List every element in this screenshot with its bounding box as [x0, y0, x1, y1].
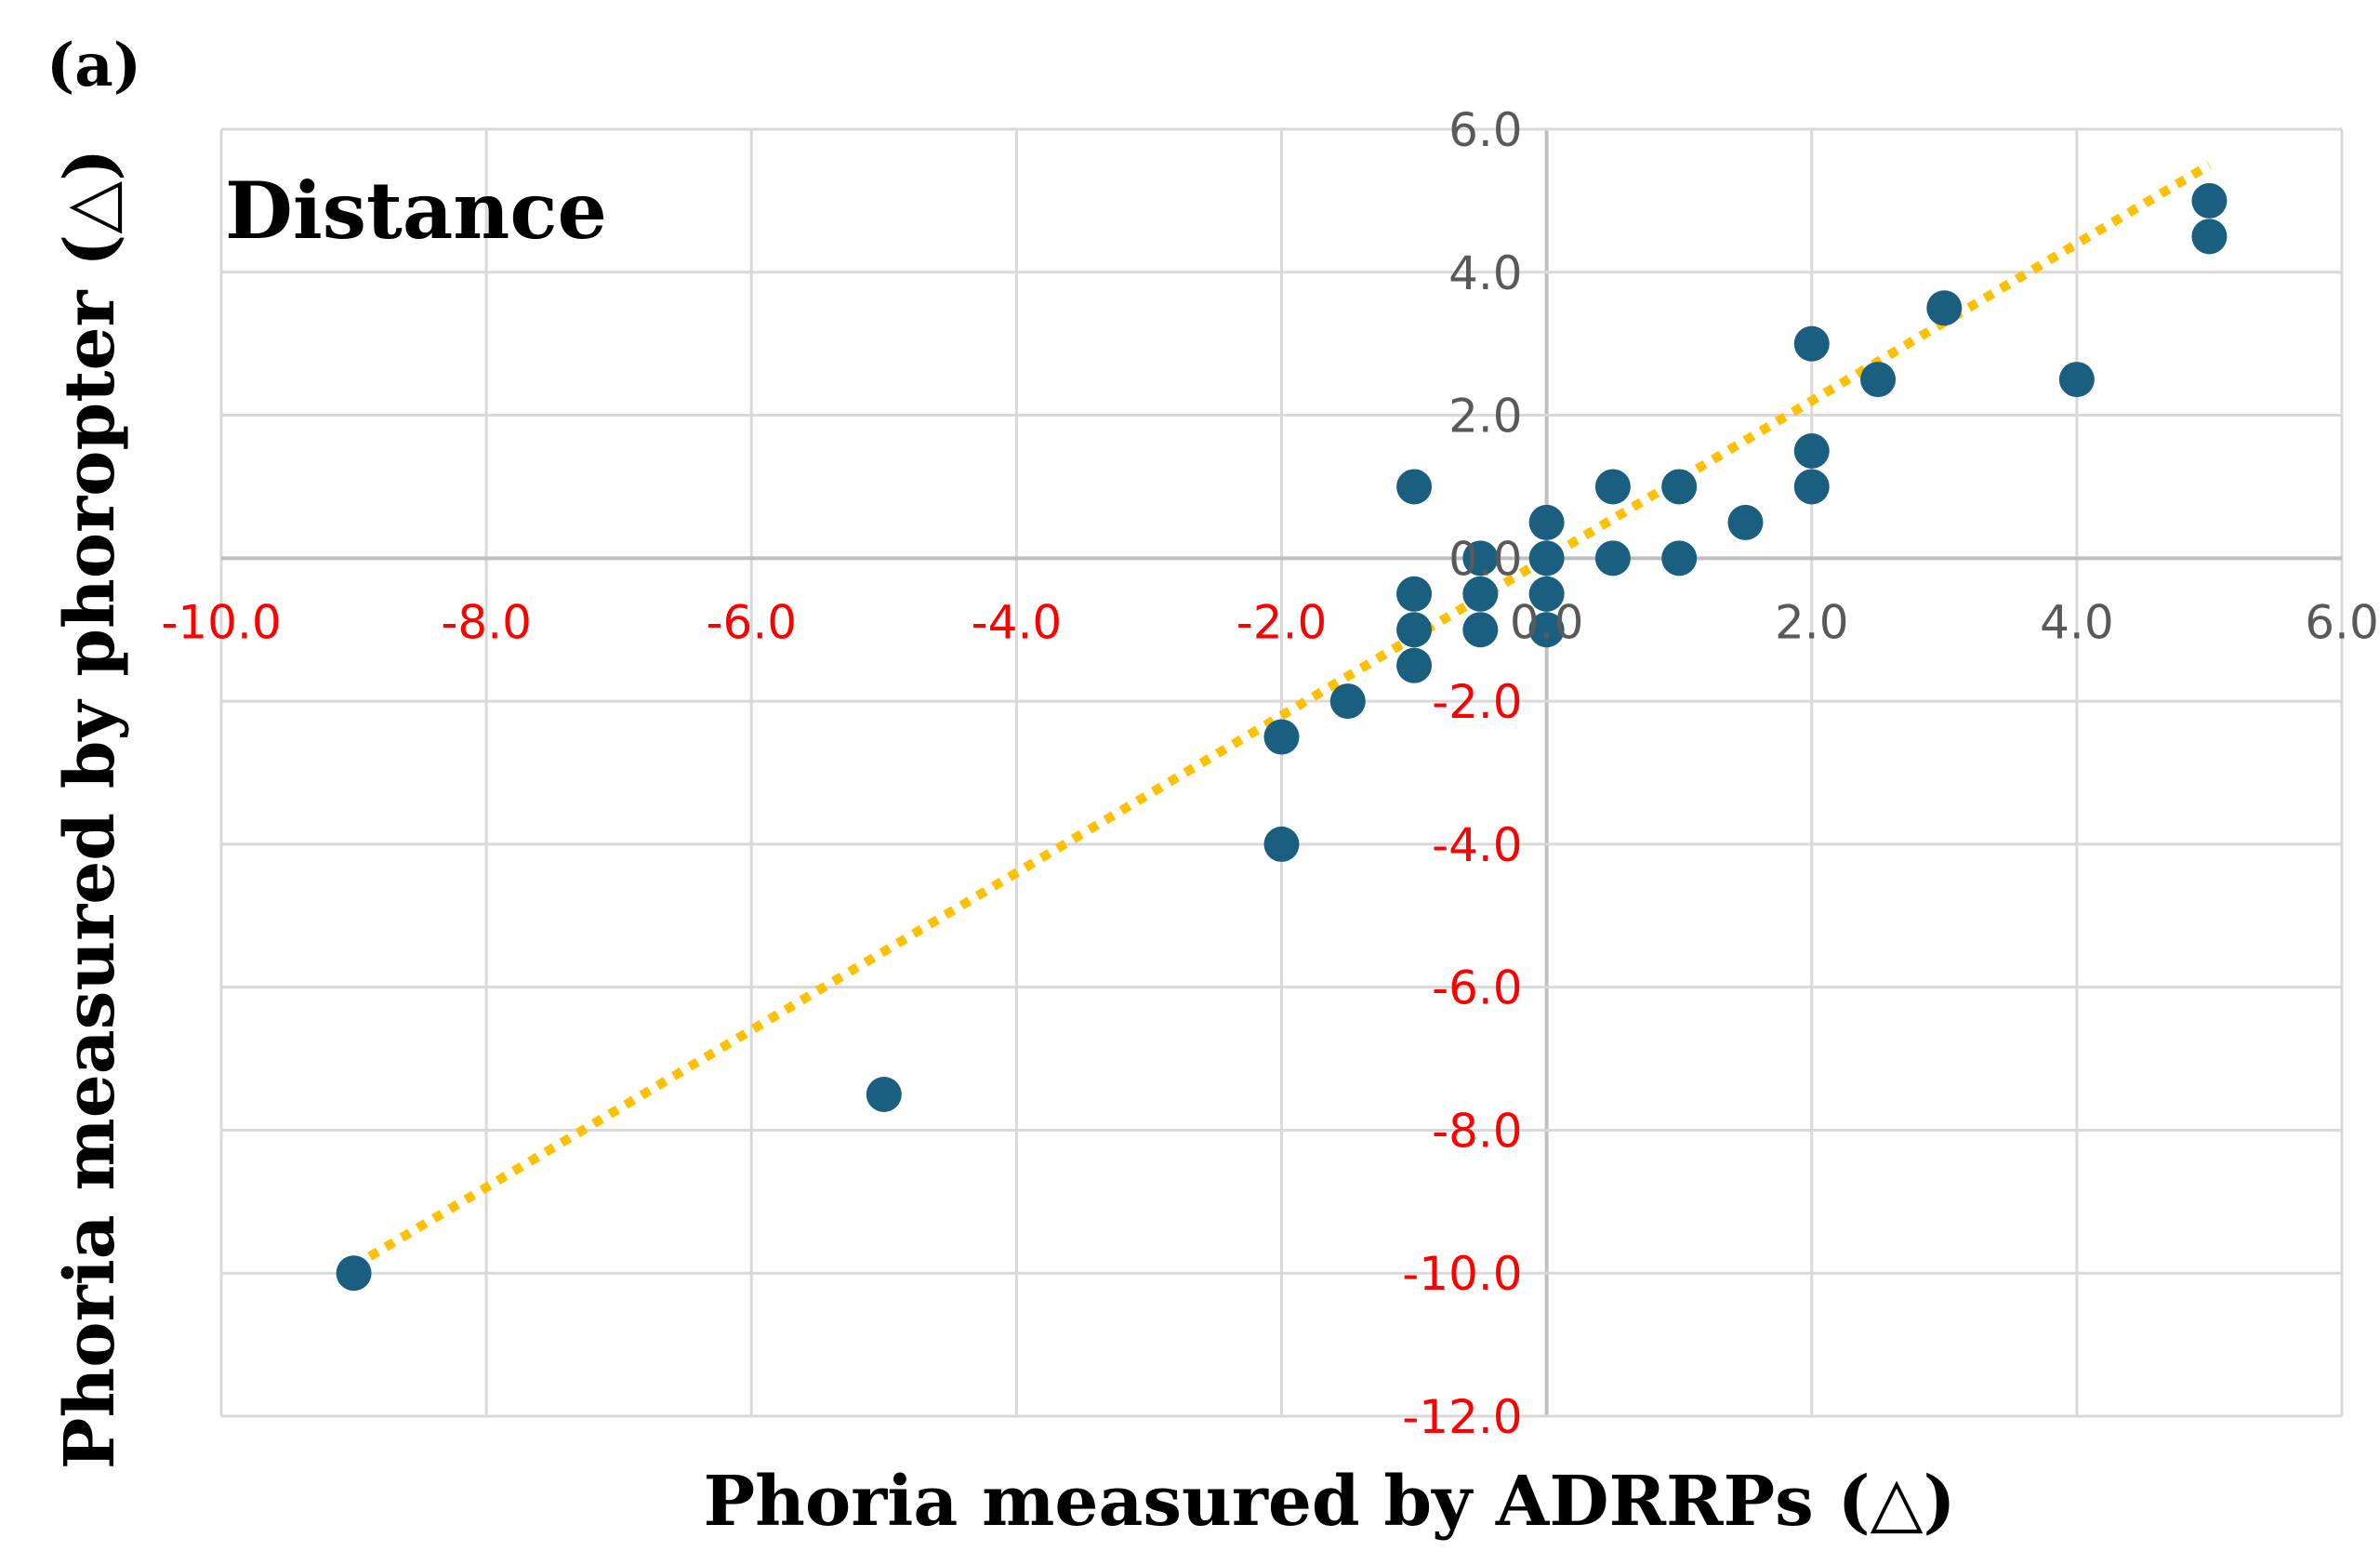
panel-label: (a) [46, 31, 141, 100]
tick-labels: -10.0 -8.0 -6.0 -4.0 -2.0 0.0 2.0 4.0 6.0 6.0 4.0 2… [161, 103, 2378, 1444]
data-point [336, 1255, 372, 1292]
y-tick-label: -2.0 [1432, 675, 1523, 729]
data-point [1396, 576, 1433, 612]
trendline-group [351, 161, 2212, 1270]
data-point [866, 1077, 902, 1112]
data-point [1926, 290, 1963, 326]
data-point [1396, 469, 1433, 505]
y-tick-label: 0.0 [1448, 532, 1523, 586]
data-point [1793, 325, 1830, 362]
data-point [1793, 433, 1830, 469]
grid [219, 127, 2344, 1418]
y-axis-title: Phoria measured by phoropter (△) [50, 149, 130, 1469]
data-point [2191, 182, 2228, 219]
y-tick-label: -6.0 [1432, 961, 1523, 1015]
y-tick-label: -10.0 [1402, 1247, 1522, 1301]
x-tick-label: -2.0 [1236, 595, 1328, 649]
data-point [1396, 647, 1433, 683]
y-tick-label: 2.0 [1448, 390, 1523, 444]
x-tick-label: -10.0 [161, 595, 281, 649]
y-tick-label: -4.0 [1432, 818, 1523, 872]
data-point [1263, 719, 1300, 755]
data-point [1528, 540, 1565, 577]
data-point [1462, 612, 1499, 648]
chart-title: Distance [225, 165, 607, 257]
y-tick-label: -12.0 [1402, 1390, 1522, 1444]
x-tick-label: 2.0 [1775, 595, 1849, 649]
data-point [1528, 576, 1565, 612]
data-point [1528, 612, 1565, 648]
x-tick-label: 0.0 [1510, 595, 1584, 649]
data-point [2058, 362, 2095, 398]
data-point [1263, 826, 1300, 862]
data-point [1462, 576, 1499, 612]
data-point [1793, 469, 1830, 505]
points-group [336, 182, 2228, 1292]
data-point [1860, 362, 1897, 398]
y-tick-label: 4.0 [1448, 246, 1523, 300]
data-point [1661, 540, 1698, 577]
x-axis-title: Phoria measured by ADRRPs (△) [703, 1462, 1955, 1542]
data-point [1661, 469, 1698, 505]
data-point [1396, 612, 1433, 648]
x-tick-label: -4.0 [972, 595, 1063, 649]
data-point [1594, 540, 1631, 577]
y-tick-label: -8.0 [1432, 1104, 1523, 1158]
x-tick-label: 6.0 [2305, 595, 2379, 649]
y-tick-label: 6.0 [1448, 103, 1523, 157]
x-tick-label: 4.0 [2040, 595, 2114, 649]
data-point [1462, 540, 1499, 577]
trendline [351, 161, 2212, 1270]
data-point [1727, 504, 1764, 540]
data-point [2191, 219, 2228, 255]
data-point [1594, 469, 1631, 505]
data-point [1329, 683, 1366, 720]
x-tick-label: -8.0 [441, 595, 532, 649]
x-tick-label: -6.0 [706, 595, 797, 649]
data-point [1528, 504, 1565, 540]
